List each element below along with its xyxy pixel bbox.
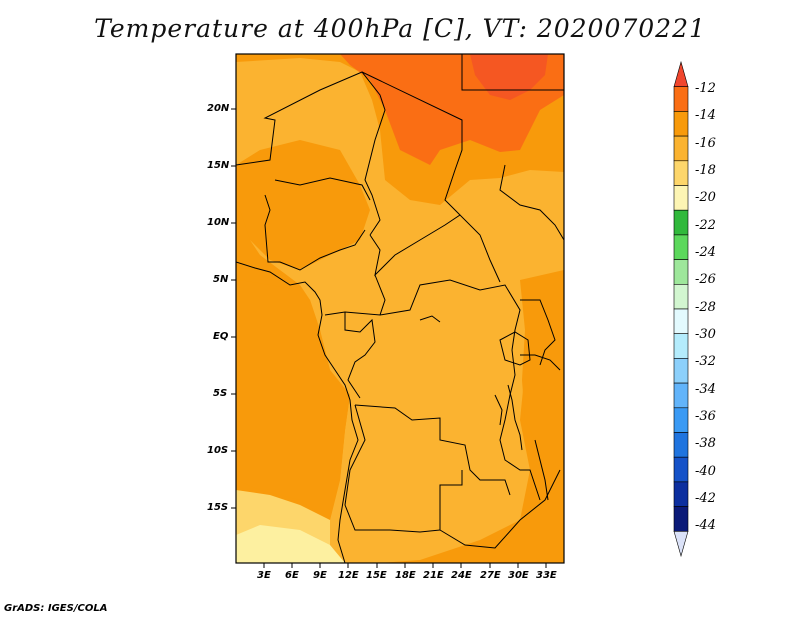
- lon-label-12e: 12E: [338, 570, 359, 581]
- lon-label-18e: 18E: [395, 570, 416, 581]
- border-gabon-congo: [344, 312, 376, 399]
- border-drc-north: [379, 279, 521, 351]
- cb-label-6: -24: [695, 245, 716, 260]
- cb-label-11: -34: [695, 382, 716, 397]
- colorbar-swatch: [673, 456, 689, 483]
- cb-label-8: -28: [695, 300, 716, 315]
- field-band-southwest: [236, 280, 350, 520]
- river-congo: [419, 315, 441, 323]
- border-libya-chad: [361, 71, 463, 216]
- lake-kivu: [494, 394, 503, 426]
- colorbar-swatch: [673, 259, 689, 285]
- lat-label-20n: 20N: [207, 103, 230, 114]
- cb-label-2: -16: [695, 136, 716, 151]
- border-tanzania-north: [520, 354, 561, 371]
- colorbar-swatch: [673, 530, 689, 558]
- cb-label-10: -32: [695, 354, 716, 369]
- field-band-east: [520, 270, 564, 470]
- lon-label-21e: 21E: [423, 570, 444, 581]
- lat-label-5s: 5S: [213, 388, 228, 399]
- lon-label-6e: 6E: [285, 570, 299, 581]
- colorbar: [673, 60, 689, 558]
- colorbar-swatch: [673, 209, 689, 236]
- lon-label-24e: 24E: [451, 570, 472, 581]
- border-uganda-kenya: [520, 299, 556, 366]
- lake-malawi: [534, 439, 549, 501]
- colorbar-swatch: [673, 111, 689, 137]
- cb-label-3: -18: [695, 163, 716, 178]
- lat-label-eq: EQ: [213, 331, 229, 342]
- cb-label-1: -14: [695, 108, 716, 123]
- lon-label-30e: 30E: [508, 570, 529, 581]
- footer-credit: GrADS: IGES/COLA: [4, 603, 108, 614]
- colorbar-swatch: [673, 283, 689, 310]
- cb-label-13: -38: [695, 436, 716, 451]
- map-frame: [235, 53, 565, 564]
- colorbar-swatch: [673, 185, 689, 211]
- lat-label-15n: 15N: [207, 160, 230, 171]
- border-sudan: [499, 164, 564, 241]
- cb-label-14: -40: [695, 464, 716, 479]
- colorbar-swatch: [673, 358, 689, 384]
- cb-label-4: -20: [695, 190, 716, 205]
- colorbar-swatch: [673, 432, 689, 458]
- cb-label-5: -22: [695, 218, 716, 233]
- lat-label-5n: 5N: [213, 274, 229, 285]
- atlantic-coast: [236, 261, 359, 563]
- temperature-field: [236, 54, 564, 563]
- lat-label-15s: 15S: [207, 502, 229, 513]
- colorbar-swatch: [673, 481, 689, 507]
- border-nigeria: [264, 194, 366, 271]
- cb-label-16: -44: [695, 518, 716, 533]
- lake-victoria: [499, 331, 531, 366]
- colorbar-swatch: [673, 86, 689, 112]
- border-car: [369, 214, 501, 283]
- lon-label-9e: 9E: [313, 570, 327, 581]
- coastline: [236, 261, 549, 563]
- colorbar-swatch: [673, 308, 689, 335]
- field-band-west: [236, 140, 370, 270]
- lon-ticks: [263, 563, 547, 568]
- cb-label-7: -26: [695, 272, 716, 287]
- country-borders: [236, 54, 564, 549]
- field-band-20-22: [236, 525, 345, 563]
- colorbar-swatch: [673, 60, 689, 87]
- map-title: Temperature at 400hPa [C], VT: 202007022…: [94, 14, 706, 43]
- border-drc-east: [499, 349, 541, 501]
- lat-ticks: [231, 108, 236, 509]
- lon-label-33e: 33E: [536, 570, 557, 581]
- colorbar-swatch: [673, 160, 689, 186]
- cb-label-12: -36: [695, 409, 716, 424]
- border-niger-chad: [236, 71, 386, 236]
- lat-label-10s: 10S: [207, 445, 229, 456]
- colorbar-swatch: [673, 382, 689, 409]
- field-band-warmest: [470, 54, 548, 100]
- cb-label-9: -30: [695, 327, 716, 342]
- border-nigeria-north: [274, 177, 371, 201]
- lon-label-15e: 15E: [366, 570, 387, 581]
- lake-tanganyika: [507, 384, 523, 451]
- colorbar-swatch: [673, 234, 689, 260]
- border-angola-drc: [354, 404, 511, 496]
- colorbar-swatch: [673, 506, 689, 532]
- lon-label-27e: 27E: [480, 570, 501, 581]
- colorbar-swatch: [673, 333, 689, 359]
- border-zambia-west: [439, 470, 463, 530]
- cb-label-15: -42: [695, 491, 716, 506]
- colorbar-swatch: [673, 407, 689, 433]
- lat-label-10n: 10N: [207, 217, 230, 228]
- lon-label-3e: 3E: [257, 570, 271, 581]
- border-egypt-sudan: [461, 54, 564, 91]
- colorbar-swatch: [673, 135, 689, 162]
- border-angola: [344, 404, 441, 533]
- cb-label-0: -12: [695, 81, 716, 96]
